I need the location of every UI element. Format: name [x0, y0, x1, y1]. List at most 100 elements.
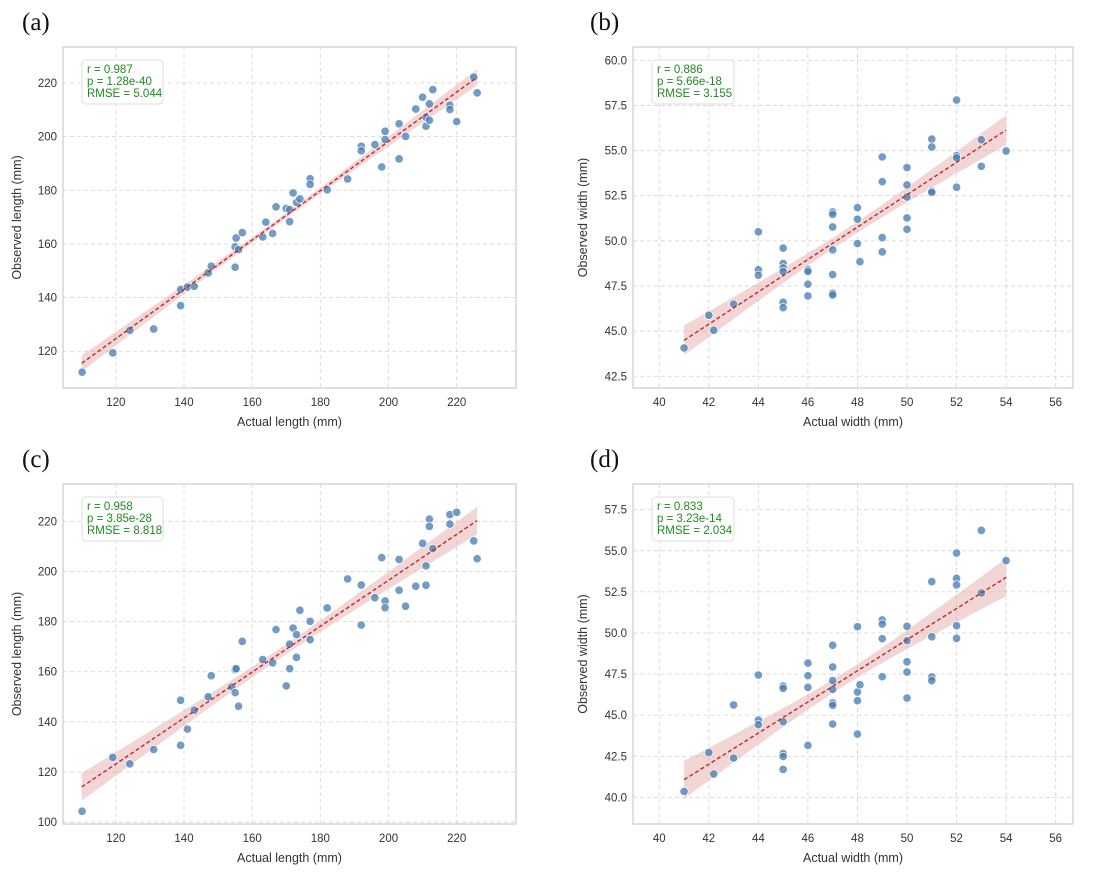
x-tick-label: 44 — [752, 833, 765, 845]
data-point — [421, 580, 431, 590]
data-point — [852, 203, 863, 213]
data-point — [828, 676, 838, 686]
data-point — [927, 632, 937, 642]
data-point — [753, 670, 763, 680]
data-point — [469, 536, 479, 546]
y-tick-label: 57.5 — [605, 100, 627, 112]
data-point — [176, 695, 186, 705]
data-point — [230, 688, 240, 698]
fit-line — [81, 520, 478, 788]
data-point — [877, 634, 887, 644]
data-point — [828, 290, 838, 300]
plot-frame — [62, 46, 517, 389]
data-point — [902, 657, 912, 667]
stats-annotation-line: RMSE = 8.818 — [87, 525, 162, 537]
data-point — [206, 261, 216, 271]
data-point — [356, 580, 366, 590]
data-point — [271, 625, 281, 635]
data-point — [231, 664, 241, 674]
data-point — [295, 194, 305, 204]
x-tick-label: 40 — [653, 397, 666, 409]
data-point — [852, 696, 863, 706]
data-point — [855, 257, 865, 267]
plot-frame — [632, 46, 1074, 389]
y-tick-label: 100 — [38, 817, 57, 829]
data-point — [411, 104, 421, 114]
x-tick-label: 200 — [379, 833, 398, 845]
x-axis-label: Actual length (mm) — [237, 415, 342, 429]
y-tick-label: 57.5 — [605, 505, 627, 517]
data-point — [952, 548, 962, 558]
data-point — [108, 348, 118, 358]
data-point — [149, 745, 159, 755]
data-point — [452, 117, 462, 127]
data-point — [952, 95, 962, 105]
data-point — [852, 239, 863, 249]
stats-annotation-box — [651, 496, 735, 542]
data-point — [380, 126, 390, 136]
data-point — [125, 759, 135, 769]
data-point — [952, 621, 962, 631]
data-point — [902, 636, 912, 646]
data-point — [952, 580, 962, 590]
data-point — [108, 752, 118, 762]
x-tick-label: 50 — [901, 833, 914, 845]
y-tick-label: 180 — [38, 617, 57, 629]
data-point — [237, 636, 247, 646]
stats-annotation-line: p = 1.28e-40 — [87, 76, 152, 88]
y-tick-label: 55.0 — [605, 546, 627, 558]
data-point — [952, 182, 962, 192]
x-tick-label: 56 — [1049, 397, 1062, 409]
data-point — [305, 616, 315, 626]
data-point — [125, 325, 135, 335]
x-tick-label: 50 — [901, 397, 914, 409]
data-point — [176, 740, 186, 750]
chart-panel-b: 40 42 44 46 48 50 52 54 56 42.5 45.0 47.5 50.0 52.5 55… — [576, 9, 1074, 429]
data-point — [902, 621, 912, 631]
data-point — [778, 243, 788, 253]
data-point — [679, 343, 689, 353]
fit-line — [683, 576, 1007, 781]
x-tick-label: 46 — [802, 397, 815, 409]
stats-annotation-line: r = 0.958 — [87, 501, 133, 513]
data-point — [370, 593, 380, 603]
y-tick-label: 140 — [38, 293, 57, 305]
data-point — [828, 719, 838, 729]
data-point — [356, 620, 366, 630]
y-tick-label: 160 — [38, 667, 57, 679]
data-point — [828, 270, 838, 280]
panel-label: (a) — [22, 9, 50, 36]
data-point — [258, 232, 268, 242]
data-point — [258, 655, 268, 665]
y-tick-label: 120 — [38, 767, 57, 779]
x-axis-label: Actual width (mm) — [803, 415, 903, 429]
stats-annotation-line: p = 3.23e-14 — [657, 513, 723, 525]
data-point — [295, 605, 305, 615]
data-point — [343, 174, 353, 184]
x-tick-label: 52 — [950, 833, 963, 845]
data-point — [380, 603, 390, 613]
data-point — [803, 658, 813, 668]
stats-annotation-box — [81, 496, 164, 542]
x-tick-label: 48 — [851, 397, 864, 409]
data-point — [877, 619, 887, 629]
data-point — [261, 217, 271, 227]
y-tick-label: 200 — [38, 132, 57, 144]
data-point — [291, 652, 302, 662]
data-point — [452, 507, 462, 517]
data-point — [356, 146, 366, 156]
data-point — [377, 553, 387, 563]
data-point — [852, 214, 863, 224]
data-point — [709, 325, 719, 335]
data-point — [778, 683, 788, 693]
data-point — [268, 228, 278, 239]
x-tick-label: 44 — [752, 397, 765, 409]
data-point — [206, 671, 216, 681]
x-tick-label: 160 — [243, 397, 262, 409]
data-point — [322, 603, 332, 613]
data-point — [77, 367, 87, 377]
data-point — [803, 740, 813, 750]
x-tick-label: 220 — [447, 397, 466, 409]
y-tick-label: 200 — [38, 566, 57, 578]
data-point — [149, 324, 159, 334]
